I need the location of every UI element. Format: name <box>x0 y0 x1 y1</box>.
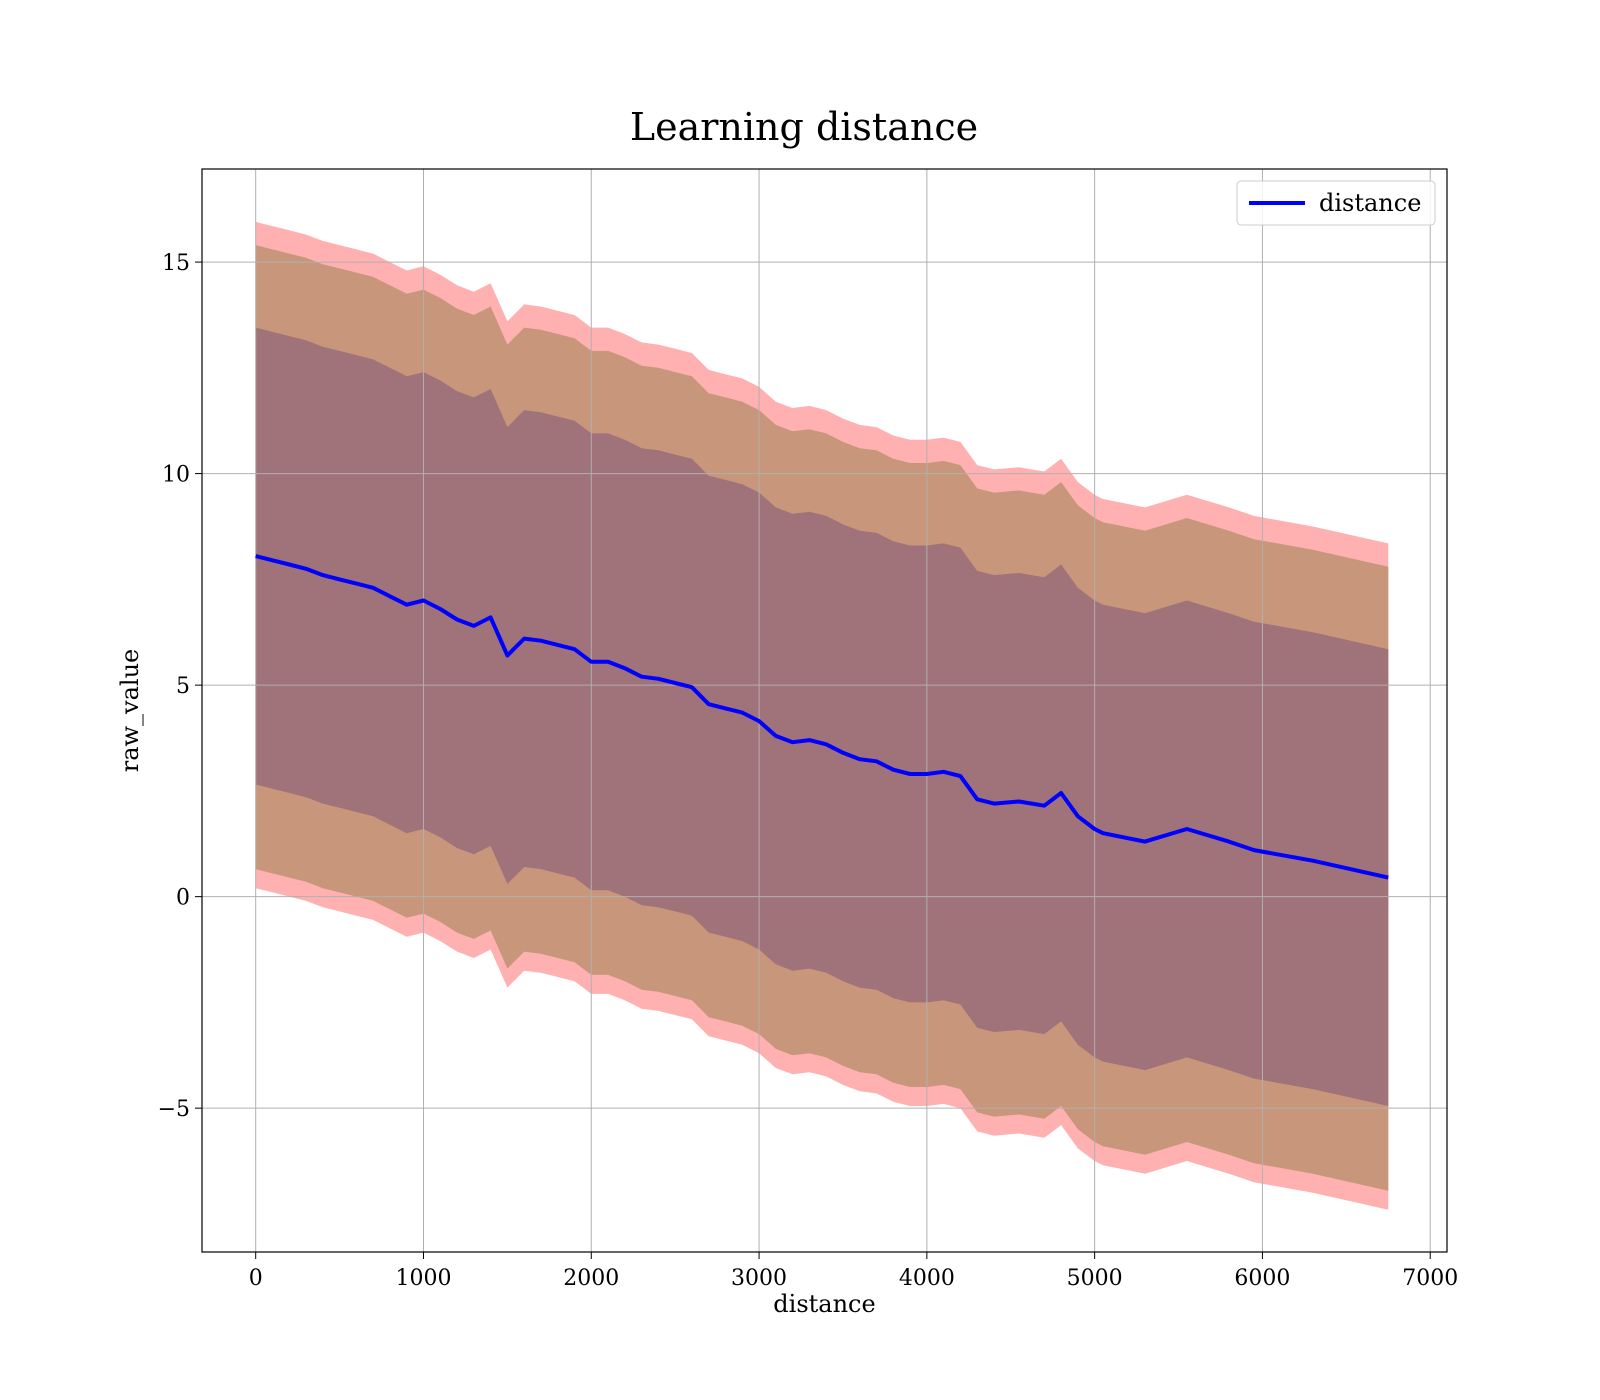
y-axis-label: raw_value <box>116 649 144 773</box>
x-axis: 0 1000 2000 3000 4000 5000 6000 7000 <box>249 1252 1458 1291</box>
y-tick-label: 0 <box>176 886 190 911</box>
plot-frame <box>201 168 1448 1253</box>
x-tick-label: 6000 <box>1234 1266 1290 1291</box>
y-tick-label: −5 <box>158 1097 190 1122</box>
x-axis-label: distance <box>773 1290 875 1318</box>
legend-box <box>1236 180 1436 226</box>
y-tick-label: 5 <box>176 674 190 699</box>
plot-area <box>201 168 1448 1253</box>
x-tick-label: 3000 <box>731 1266 787 1291</box>
x-tick-label: 4000 <box>899 1266 955 1291</box>
y-axis: −5 0 5 10 15 <box>158 251 202 1122</box>
grid <box>202 169 1447 1252</box>
y-tick-label: 15 <box>162 251 190 276</box>
y-tick-label: 10 <box>162 463 190 488</box>
chart-title: Learning distance <box>630 105 978 149</box>
x-tick-label: 7000 <box>1402 1266 1458 1291</box>
x-tick-label: 0 <box>249 1266 263 1291</box>
series-line-distance <box>255 554 1389 880</box>
legend-label-distance: distance <box>1319 189 1421 217</box>
x-tick-label: 2000 <box>563 1266 619 1291</box>
legend: distance <box>1236 180 1436 226</box>
x-tick-label: 1000 <box>395 1266 451 1291</box>
band-inner <box>255 327 1389 1107</box>
confidence-bands <box>255 221 1389 1210</box>
x-tick-label: 5000 <box>1067 1266 1123 1291</box>
